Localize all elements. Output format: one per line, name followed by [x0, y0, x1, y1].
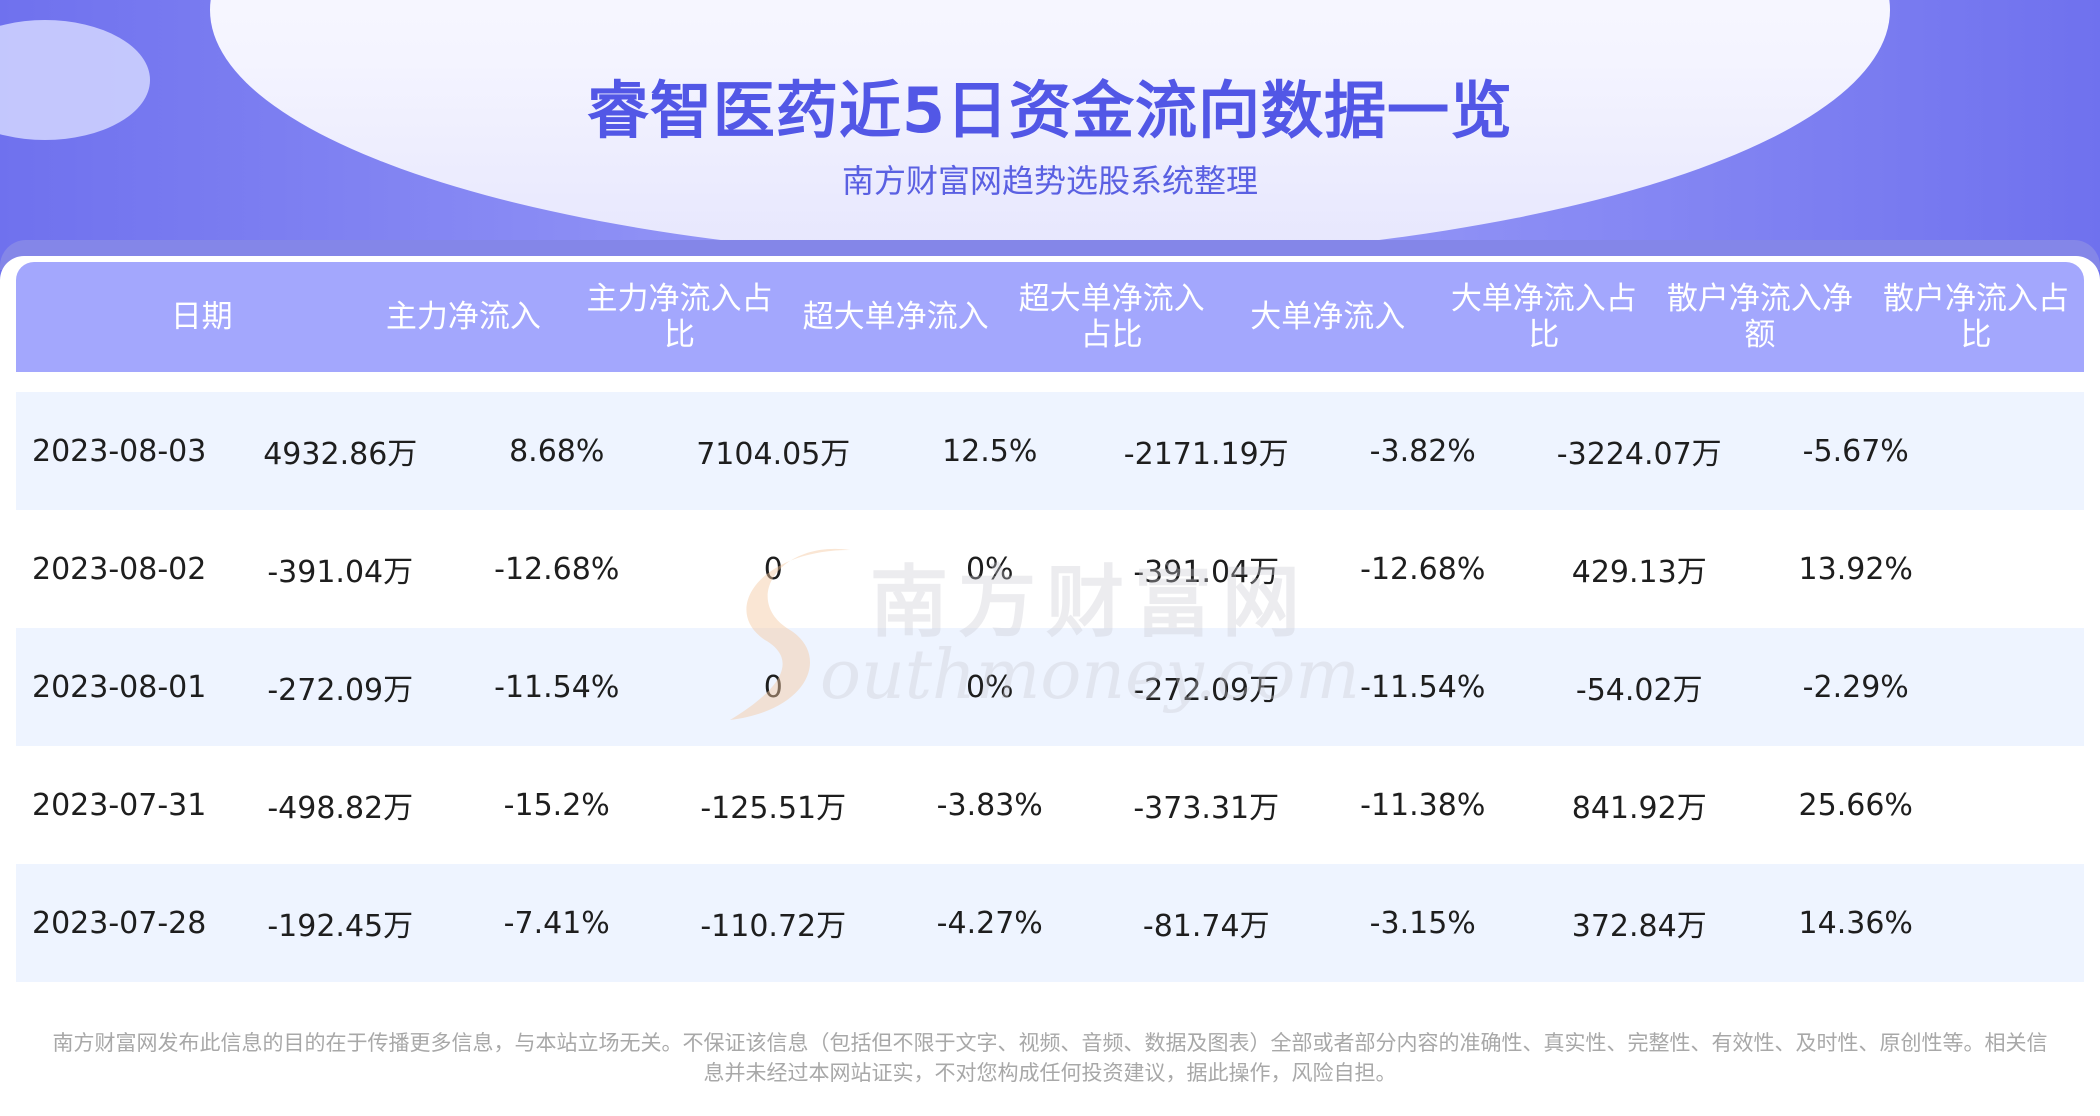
cell-retail-ratio: 25.66%: [1798, 787, 1913, 823]
cell-xl-inflow: 7104.05万: [696, 437, 851, 472]
cell-large-ratio: -11.38%: [1360, 787, 1486, 823]
cell-date: 2023-08-02: [32, 551, 207, 587]
col-header-xl-inflow: 超大单净流入: [802, 299, 989, 335]
table-body: 2023-08-03 4932.86万 8.68% 7104.05万 12.5%…: [16, 392, 2084, 982]
col-header-main-inflow: 主力净流入: [385, 299, 541, 335]
table-row: 2023-08-02 -391.04万 -12.68% 0 0% -391.04…: [16, 510, 2084, 628]
cell-xl-inflow: 0: [763, 669, 783, 705]
cell-large-ratio: -11.54%: [1360, 669, 1486, 705]
cell-xl-ratio: 0%: [965, 551, 1014, 587]
cell-xl-inflow: -125.51万: [700, 791, 847, 826]
cell-date: 2023-07-28: [32, 905, 207, 941]
cell-main-inflow: 4932.86万: [263, 437, 418, 472]
cell-retail-ratio: -5.67%: [1802, 433, 1909, 469]
table-header: 日期 主力净流入 主力净流入占比 超大单净流入 超大单净流入占比 大单净流入 大…: [16, 262, 2084, 372]
col-header-retail-inflow: 散户净流入净额: [1666, 281, 1853, 353]
cell-large-inflow: -81.74万: [1142, 909, 1270, 944]
cell-large-ratio: -12.68%: [1360, 551, 1486, 587]
table-row: 2023-08-03 4932.86万 8.68% 7104.05万 12.5%…: [16, 392, 2084, 510]
cell-retail-ratio: -2.29%: [1802, 669, 1909, 705]
cell-main-ratio: -7.41%: [503, 905, 610, 941]
cell-date: 2023-07-31: [32, 787, 207, 823]
cell-retail-inflow: -54.02万: [1575, 673, 1703, 708]
cell-large-inflow: -272.09万: [1133, 673, 1280, 708]
cell-date: 2023-08-03: [32, 433, 207, 469]
col-header-retail-ratio: 散户净流入占比: [1882, 281, 2069, 353]
cell-xl-inflow: -110.72万: [700, 909, 847, 944]
disclaimer-line-1: 南方财富网发布此信息的目的在于传播更多信息，与本站立场无关。不保证该信息（包括但…: [52, 1031, 2048, 1055]
table-row: 2023-08-01 -272.09万 -11.54% 0 0% -272.09…: [16, 628, 2084, 746]
table-row: 2023-07-31 -498.82万 -15.2% -125.51万 -3.8…: [16, 746, 2084, 864]
cell-large-inflow: -2171.19万: [1123, 437, 1289, 472]
col-header-date: 日期: [170, 299, 233, 335]
cell-large-ratio: -3.15%: [1369, 905, 1476, 941]
cell-main-inflow: -391.04万: [267, 555, 414, 590]
cell-retail-ratio: 13.92%: [1798, 551, 1913, 587]
cell-main-inflow: -498.82万: [267, 791, 414, 826]
col-header-large-inflow: 大单净流入: [1250, 299, 1406, 335]
cell-retail-inflow: 372.84万: [1571, 909, 1707, 944]
cell-date: 2023-08-01: [32, 669, 207, 705]
cell-large-inflow: -391.04万: [1133, 555, 1280, 590]
cell-main-inflow: -272.09万: [267, 673, 414, 708]
cell-xl-ratio: 0%: [965, 669, 1014, 705]
cell-main-ratio: -11.54%: [494, 669, 620, 705]
cell-xl-ratio: 12.5%: [942, 433, 1038, 469]
cell-main-ratio: 8.68%: [509, 433, 605, 469]
disclaimer-line-2: 息并未经过本网站证实，不对您构成任何投资建议，据此操作，风险自担。: [703, 1061, 1397, 1085]
cell-retail-inflow: 841.92万: [1571, 791, 1707, 826]
cell-xl-ratio: -3.83%: [936, 787, 1043, 823]
cell-retail-inflow: 429.13万: [1571, 555, 1707, 590]
col-header-xl-ratio: 超大单净流入占比: [1018, 281, 1205, 353]
col-header-large-ratio: 大单净流入占比: [1450, 281, 1637, 353]
col-header-main-ratio: 主力净流入占比: [586, 281, 773, 353]
cell-main-ratio: -15.2%: [503, 787, 610, 823]
cell-large-inflow: -373.31万: [1133, 791, 1280, 826]
cell-xl-ratio: -4.27%: [936, 905, 1043, 941]
cell-large-ratio: -3.82%: [1369, 433, 1476, 469]
page-title: 睿智医药近5日资金流向数据一览: [586, 74, 1514, 147]
cell-main-inflow: -192.45万: [267, 909, 414, 944]
cell-retail-ratio: 14.36%: [1798, 905, 1913, 941]
disclaimer: 南方财富网发布此信息的目的在于传播更多信息，与本站立场无关。不保证该信息（包括但…: [0, 1028, 2100, 1088]
page-subtitle: 南方财富网趋势选股系统整理: [841, 162, 1258, 200]
cell-retail-inflow: -3224.07万: [1556, 437, 1722, 472]
table-row: 2023-07-28 -192.45万 -7.41% -110.72万 -4.2…: [16, 864, 2084, 982]
cell-xl-inflow: 0: [763, 551, 783, 587]
cell-main-ratio: -12.68%: [494, 551, 620, 587]
